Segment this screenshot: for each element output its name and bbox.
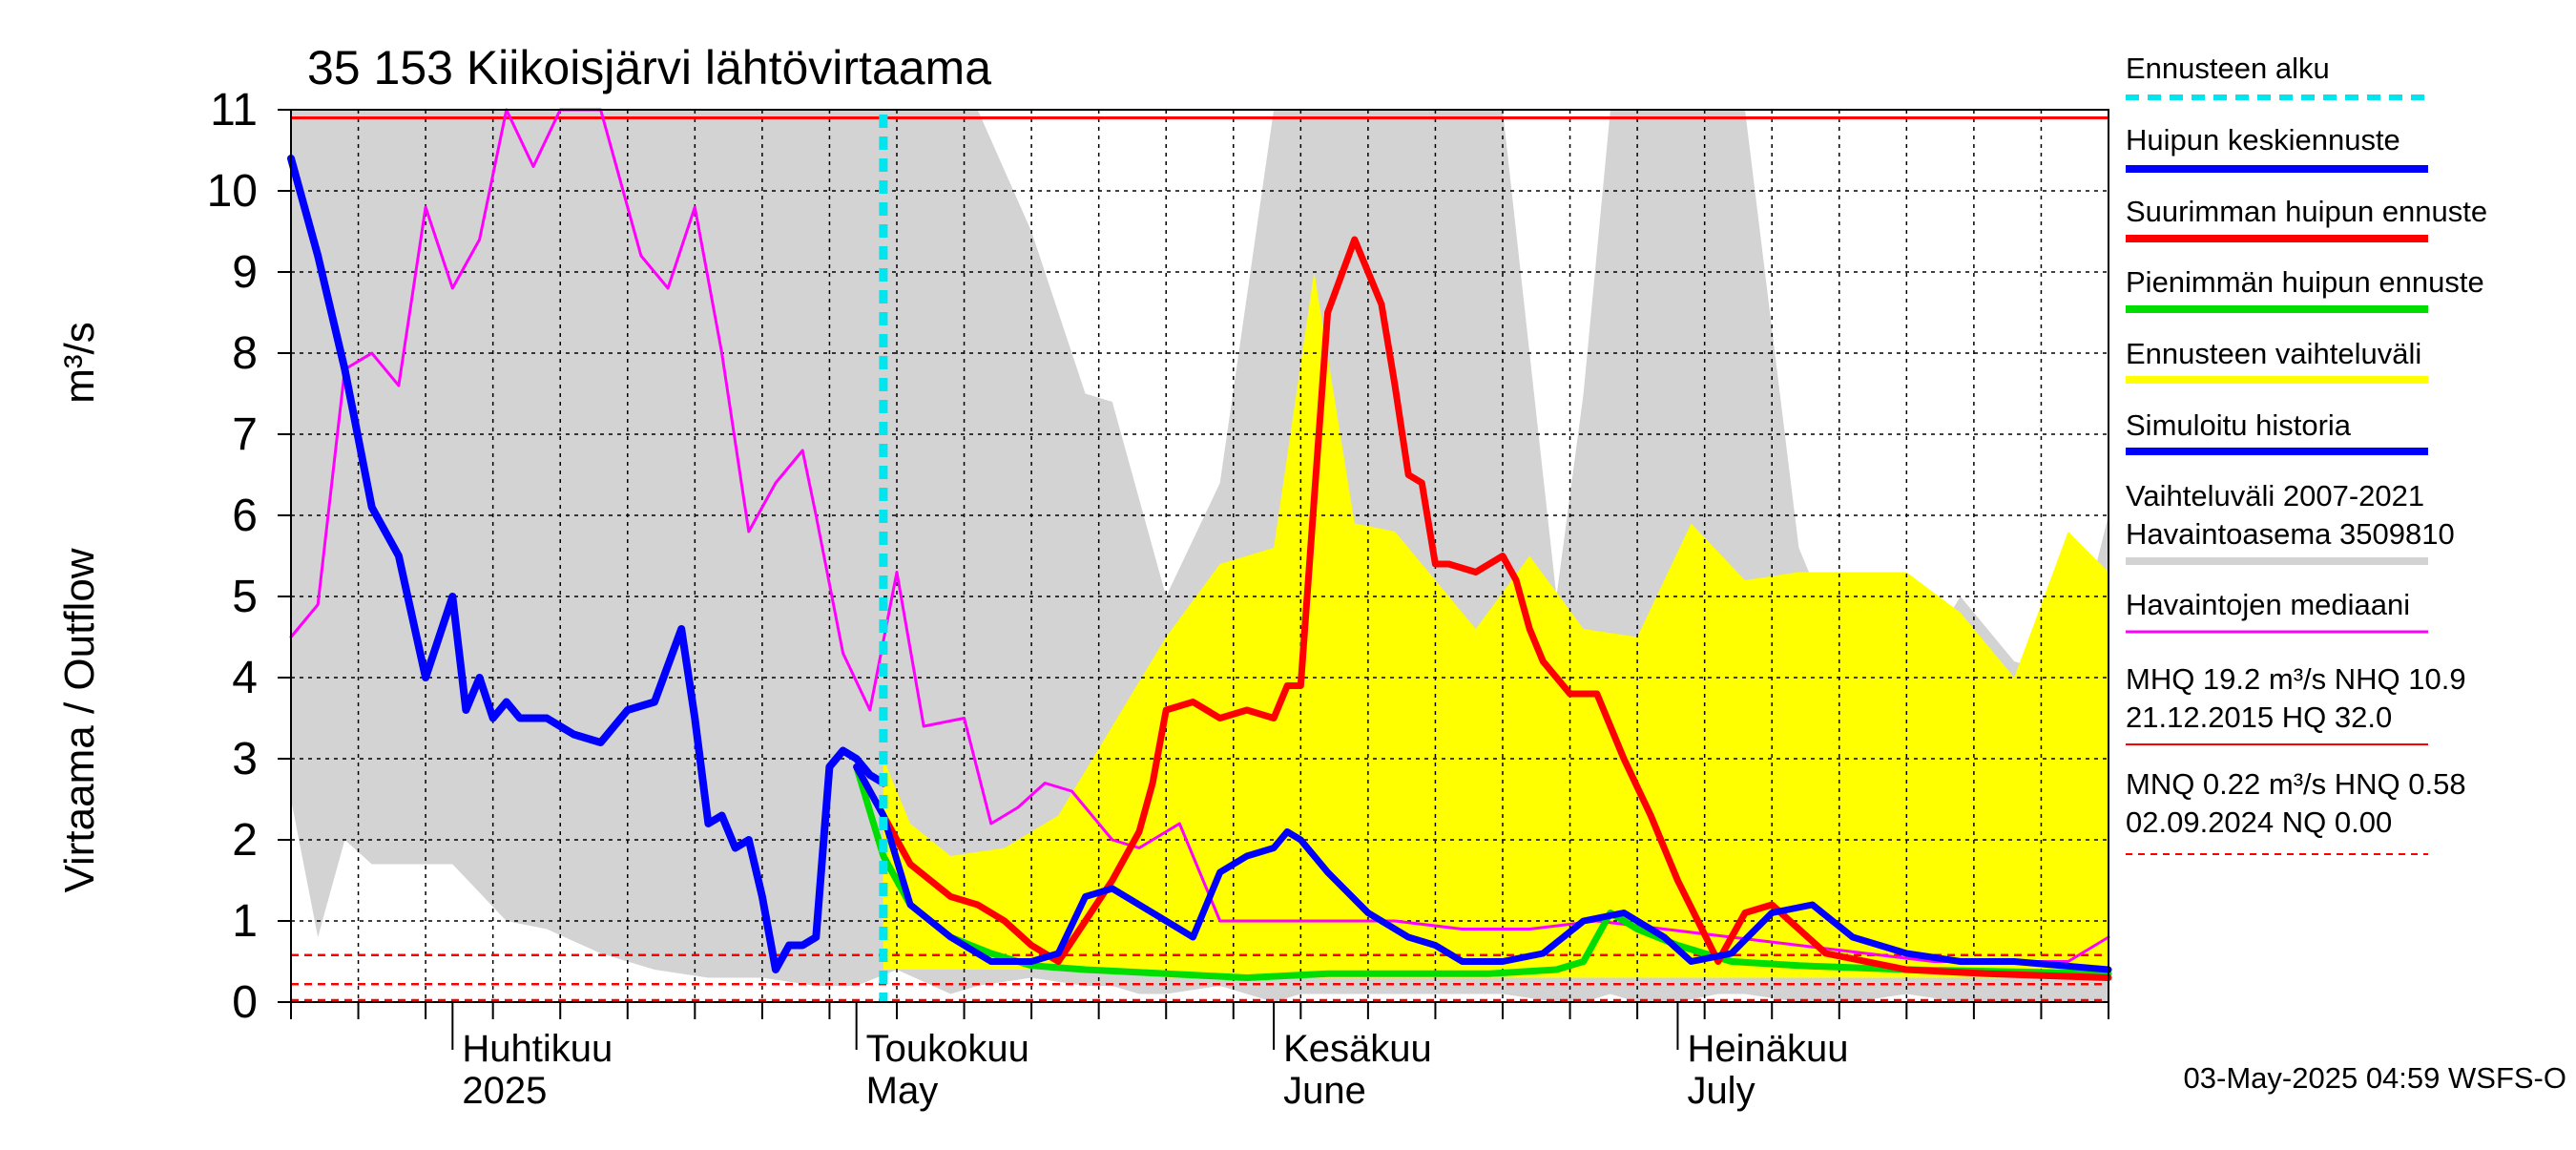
legend-item: MHQ 19.2 m³/s NHQ 10.9 21.12.2015 HQ 32.0	[2126, 662, 2466, 745]
legend-label: 02.09.2024 NQ 0.00	[2126, 805, 2392, 839]
legend-item: Simuloitu historia	[2126, 408, 2428, 455]
y-tick-label: 11	[210, 85, 258, 136]
y-tick-label: 1	[232, 896, 258, 947]
legend-label: Pienimmän huipun ennuste	[2126, 265, 2484, 299]
series-min-peak-forecast	[853, 763, 2112, 981]
series-max-peak-forecast	[853, 236, 2112, 981]
x-month-label: Huhtikuu	[462, 1028, 613, 1070]
legend-item: Ennusteen vaihteluväli	[2126, 337, 2428, 384]
y-tick-label: 7	[232, 409, 258, 460]
legend-label: Huipun keskiennuste	[2126, 123, 2400, 157]
y-tick-label: 3	[232, 734, 258, 784]
legend-item: Huipun keskiennuste	[2126, 123, 2428, 173]
y-axis-unit: m³/s	[56, 322, 103, 404]
legend-item: MNQ 0.22 m³/s HNQ 0.58 02.09.2024 NQ 0.00	[2126, 767, 2466, 855]
plot-frame	[290, 109, 2109, 1003]
x-month-label: Heinäkuu	[1687, 1028, 1848, 1070]
y-tick-label: 0	[232, 977, 258, 1028]
legend-item: Pienimmän huipun ennuste	[2126, 265, 2484, 313]
legend-label: Simuloitu historia	[2126, 408, 2352, 442]
legend-label: Vaihteluväli 2007-2021	[2126, 479, 2424, 512]
x-month-sublabel: 2025	[462, 1070, 547, 1112]
legend-label: 21.12.2015 HQ 32.0	[2126, 700, 2392, 734]
y-tick-label: 8	[232, 328, 258, 379]
y-tick-label: 9	[232, 247, 258, 298]
series-observed-median	[289, 108, 2110, 963]
legend-label: Ennusteen alku	[2126, 52, 2330, 85]
series-mean-peak-forecast	[853, 763, 2112, 973]
y-tick-label: 10	[207, 166, 258, 217]
band-forecast-range	[883, 272, 2109, 978]
x-month-sublabel: July	[1687, 1070, 1755, 1112]
x-month-sublabel: June	[1283, 1070, 1366, 1112]
legend-label: MHQ 19.2 m³/s NHQ 10.9	[2126, 662, 2466, 696]
legend-label: Suurimman huipun ennuste	[2126, 195, 2487, 228]
legend-item: Suurimman huipun ennuste	[2126, 195, 2487, 242]
legend-label: MNQ 0.22 m³/s HNQ 0.58	[2126, 767, 2466, 801]
series-simulated-history	[287, 155, 887, 973]
legend-label: Ennusteen vaihteluväli	[2126, 337, 2421, 370]
y-tick-label: 5	[232, 572, 258, 622]
y-tick-label: 2	[232, 815, 258, 866]
x-month-sublabel: May	[866, 1070, 939, 1112]
x-month-label: Toukokuu	[866, 1028, 1029, 1070]
y-tick-label: 4	[232, 653, 258, 703]
y-tick-label: 6	[232, 491, 258, 541]
legend-item: Havaintojen mediaani	[2126, 588, 2428, 634]
chart-title: 35 153 Kiikoisjärvi lähtövirtaama	[307, 41, 991, 94]
legend-label: Havaintojen mediaani	[2126, 588, 2410, 621]
x-month-label: Kesäkuu	[1283, 1028, 1432, 1070]
legend-label: Havaintoasema 3509810	[2126, 517, 2455, 551]
y-axis-label: Virtaama / Outflow	[56, 548, 103, 892]
legend-item: Ennusteen alku	[2126, 52, 2428, 100]
legend-item: Vaihteluväli 2007-2021 Havaintoasema 350…	[2126, 479, 2455, 565]
timestamp-footer: 03-May-2025 04:59 WSFS-O	[2184, 1061, 2566, 1095]
